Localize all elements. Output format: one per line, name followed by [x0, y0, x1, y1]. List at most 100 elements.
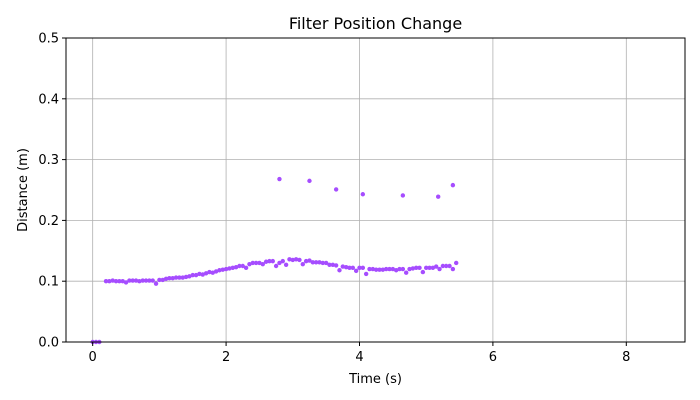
data-point: [270, 258, 275, 264]
data-point: [150, 278, 155, 283]
x-tick-label: 4: [355, 350, 363, 365]
data-point: [233, 265, 239, 270]
data-point: [340, 264, 346, 269]
data-point: [237, 263, 242, 269]
data-point: [413, 265, 419, 271]
data-point: [297, 257, 302, 263]
data-points: [90, 176, 459, 345]
data-point: [333, 187, 339, 192]
data-point: [220, 267, 225, 272]
data-point: [113, 279, 119, 284]
data-point: [410, 266, 416, 271]
data-point: [217, 268, 222, 273]
data-point: [407, 266, 412, 272]
data-point: [257, 260, 262, 266]
data-point: [160, 277, 165, 283]
data-point: [420, 269, 426, 275]
y-axis-label: Distance (m): [16, 148, 31, 232]
data-point: [450, 182, 456, 188]
data-point: [370, 266, 376, 272]
data-point: [290, 257, 295, 263]
data-point: [173, 275, 179, 280]
data-point: [454, 260, 459, 266]
data-point: [183, 274, 189, 280]
y-tick-label: 0.5: [38, 32, 59, 47]
data-point: [357, 265, 362, 271]
data-point: [177, 275, 182, 280]
data-point: [230, 265, 235, 271]
data-point: [313, 260, 319, 265]
data-point: [330, 262, 336, 267]
data-point: [280, 258, 285, 264]
data-point: [153, 281, 159, 286]
data-point: [437, 266, 442, 272]
data-point: [367, 266, 372, 272]
data-point: [390, 266, 396, 272]
y-tick-label: 0.4: [38, 92, 59, 107]
data-point: [403, 270, 409, 275]
data-point: [430, 265, 436, 271]
data-point: [377, 267, 382, 272]
data-point: [383, 266, 389, 272]
data-point: [393, 268, 399, 273]
data-point: [287, 257, 292, 262]
data-point: [277, 260, 282, 266]
data-point: [190, 272, 195, 278]
x-tick-label: 0: [89, 350, 97, 365]
data-point: [110, 278, 115, 283]
data-point: [200, 272, 205, 277]
data-point: [247, 261, 252, 267]
data-point: [387, 266, 392, 272]
data-point: [193, 272, 199, 278]
data-point: [450, 266, 456, 272]
data-point: [323, 260, 329, 266]
data-point: [307, 178, 312, 184]
x-tick-label: 8: [622, 350, 630, 365]
data-point: [373, 267, 379, 272]
data-point: [320, 260, 326, 266]
x-axis-ticks: 0 2 4 6 8: [89, 342, 630, 365]
data-point: [283, 262, 289, 267]
data-point: [267, 258, 272, 264]
data-point: [137, 279, 142, 284]
y-tick-label: 0.2: [38, 214, 59, 229]
chart-title: Filter Position Change: [289, 14, 462, 33]
grid: [66, 37, 685, 343]
data-point: [303, 258, 309, 264]
data-point: [397, 266, 402, 272]
data-point: [427, 265, 432, 271]
y-tick-label: 0.3: [38, 153, 59, 168]
data-point: [210, 270, 215, 275]
x-tick-label: 6: [489, 350, 497, 365]
data-point: [327, 262, 332, 267]
data-point: [130, 278, 135, 283]
data-point: [197, 271, 202, 277]
data-point: [260, 261, 265, 267]
data-point: [243, 265, 249, 271]
data-point: [213, 269, 219, 274]
y-tick-label: 0.1: [38, 275, 59, 290]
data-point: [300, 261, 305, 267]
y-tick-label: 0.0: [38, 336, 59, 351]
data-point: [337, 268, 342, 273]
data-point: [423, 265, 429, 271]
data-point: [360, 265, 366, 271]
data-point: [333, 263, 339, 268]
data-point: [163, 276, 169, 281]
data-point: [417, 265, 422, 271]
data-point: [143, 278, 149, 283]
data-point: [343, 265, 349, 270]
data-point: [133, 278, 139, 283]
data-point: [310, 260, 315, 265]
data-point: [167, 275, 172, 281]
data-point: [157, 277, 162, 283]
data-point: [103, 279, 109, 284]
data-point: [293, 257, 299, 262]
data-point: [436, 194, 441, 199]
data-point: [433, 264, 439, 269]
data-point: [140, 278, 145, 283]
data-point: [117, 279, 122, 284]
data-point: [347, 265, 352, 271]
data-point: [400, 266, 406, 272]
data-point: [127, 278, 132, 283]
